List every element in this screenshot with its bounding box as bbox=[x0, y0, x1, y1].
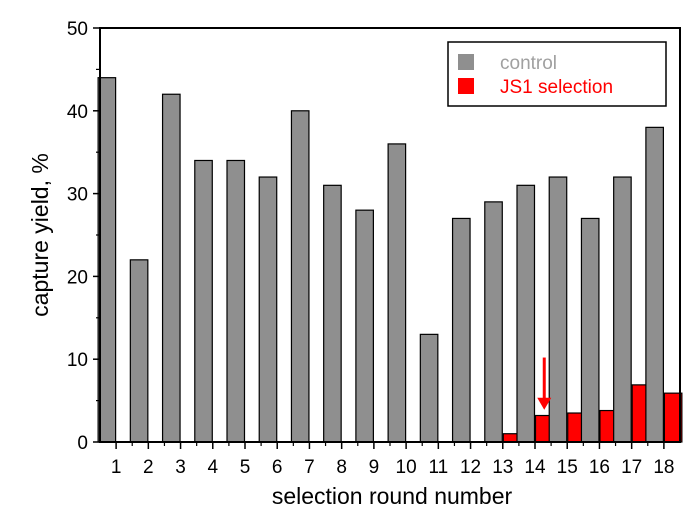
annotation-layer bbox=[537, 357, 552, 410]
y-tick-label-0: 0 bbox=[77, 433, 88, 454]
legend-label-control: control bbox=[500, 53, 557, 74]
x-tick-label-10: 10 bbox=[396, 457, 417, 478]
bar-control-round-2 bbox=[129, 259, 149, 443]
bar-control-round-18 bbox=[645, 126, 664, 443]
bar-control-round-9 bbox=[355, 209, 374, 443]
y-tick-label-30: 30 bbox=[67, 185, 88, 206]
y-axis-title: capture yield, % bbox=[27, 153, 53, 317]
y-tick-label-40: 40 bbox=[67, 102, 88, 123]
x-tick-label-2: 2 bbox=[143, 457, 154, 478]
legend-box bbox=[447, 41, 667, 107]
bar-control-round-11 bbox=[419, 333, 439, 443]
x-tick-label-7: 7 bbox=[304, 457, 315, 478]
bar-control-round-15 bbox=[548, 176, 568, 443]
x-tick-label-12: 12 bbox=[460, 457, 481, 478]
x-axis-title: selection round number bbox=[272, 483, 513, 509]
bar-control-round-12 bbox=[451, 217, 471, 443]
bar-control-round-3 bbox=[161, 93, 181, 443]
x-tick-label-4: 4 bbox=[207, 457, 218, 478]
x-tick-label-16: 16 bbox=[589, 457, 610, 478]
bar-control-round-6 bbox=[258, 176, 278, 443]
bar-control-round-16 bbox=[580, 217, 600, 443]
bar-control-round-4 bbox=[194, 159, 213, 443]
bar-control-round-14 bbox=[516, 184, 536, 443]
x-tick-label-17: 17 bbox=[621, 457, 642, 478]
x-tick-label-5: 5 bbox=[240, 457, 251, 478]
y-tick-label-20: 20 bbox=[67, 267, 88, 288]
x-tick-label-11: 11 bbox=[428, 457, 448, 478]
bar-control-round-5 bbox=[226, 159, 246, 443]
legend-swatch-js1-selection bbox=[458, 78, 474, 94]
bar-control-round-8 bbox=[323, 184, 342, 443]
x-tick-label-9: 9 bbox=[369, 457, 380, 478]
x-tick-label-14: 14 bbox=[524, 457, 546, 478]
y-tick-label-10: 10 bbox=[67, 350, 88, 371]
bar-control-round-13 bbox=[484, 201, 503, 443]
x-tick-label-18: 18 bbox=[653, 457, 674, 478]
bars-layer bbox=[97, 77, 683, 443]
y-tick-label-50: 50 bbox=[67, 19, 88, 40]
x-tick-label-8: 8 bbox=[336, 457, 347, 478]
legend-label-js1-selection: JS1 selection bbox=[500, 77, 613, 98]
legend: control JS1 selection bbox=[447, 41, 667, 107]
x-tick-label-15: 15 bbox=[557, 457, 578, 478]
x-tick-label-3: 3 bbox=[175, 457, 186, 478]
annotation-arrow-head bbox=[537, 397, 552, 410]
bar-control-round-10 bbox=[387, 143, 407, 443]
x-tick-label-1: 1 bbox=[111, 457, 122, 478]
legend-swatch-control bbox=[458, 54, 474, 70]
x-tick-label-13: 13 bbox=[492, 457, 513, 478]
x-tick-label-6: 6 bbox=[272, 457, 283, 478]
bar-control-round-7 bbox=[290, 110, 310, 443]
bar-control-round-17 bbox=[613, 176, 632, 443]
